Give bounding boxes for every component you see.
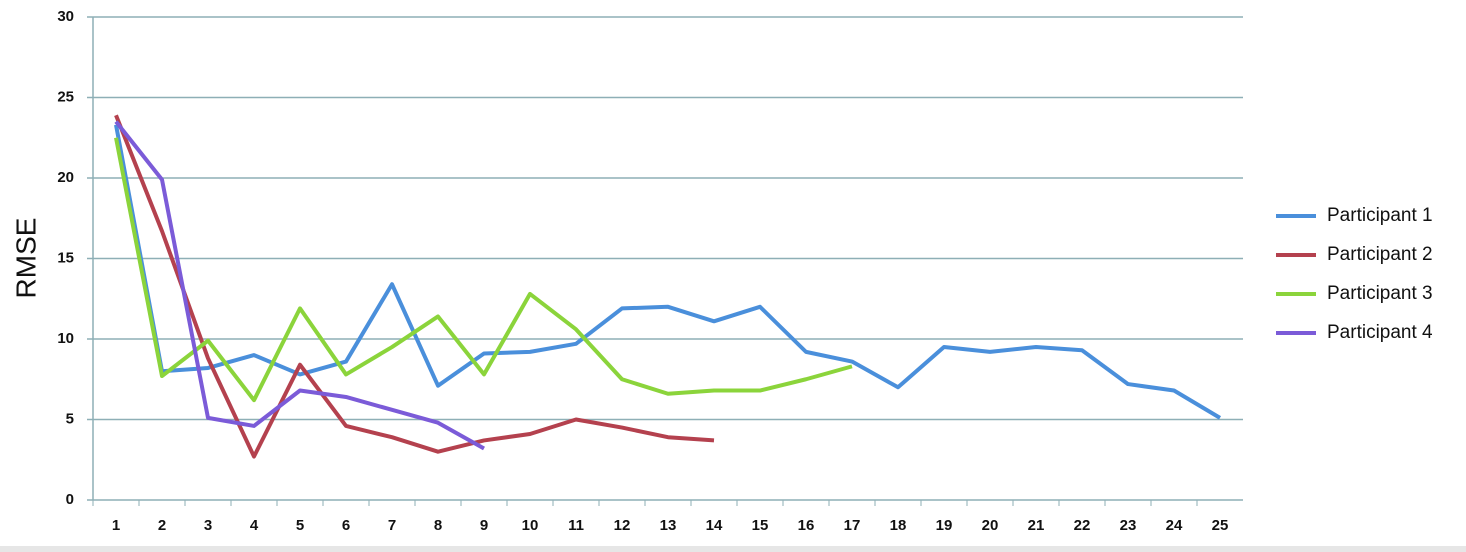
series-line [114, 120, 485, 451]
x-tick-label: 3 [204, 517, 212, 534]
x-tick-label: 1 [112, 517, 120, 534]
bottom-bar [0, 546, 1466, 552]
x-tick-label: 2 [158, 517, 166, 534]
y-tick-label: 5 [66, 410, 74, 427]
x-tick-label: 4 [250, 517, 259, 534]
y-axis-label: RMSE [10, 218, 41, 299]
x-tick-label: 6 [342, 517, 350, 534]
x-tick-label: 15 [752, 517, 769, 534]
y-tick-label: 20 [57, 169, 74, 186]
series-line [114, 137, 853, 403]
x-tick-label: 19 [936, 517, 953, 534]
x-tick-label: 25 [1212, 517, 1229, 534]
x-tick-label: 13 [660, 517, 677, 534]
x-tick-label: 16 [798, 517, 815, 534]
y-tick-label: 0 [66, 491, 74, 508]
legend-label: Participant 3 [1327, 283, 1433, 304]
x-tick-label: 12 [614, 517, 631, 534]
x-tick-label: 18 [890, 517, 907, 534]
legend-label: Participant 2 [1327, 244, 1433, 265]
x-tick-label: 24 [1166, 517, 1183, 534]
x-tick-label: 11 [568, 517, 584, 534]
y-tick-label: 15 [57, 249, 74, 266]
x-tick-label: 10 [522, 517, 539, 534]
y-tick-label: 25 [57, 88, 74, 105]
x-tick-label: 21 [1028, 517, 1045, 534]
x-tick-label: 5 [296, 517, 304, 534]
x-tick-label: 7 [388, 517, 396, 534]
x-tick-label: 22 [1074, 517, 1091, 534]
x-tick-label: 14 [706, 517, 723, 534]
y-tick-label: 30 [57, 8, 74, 25]
series-line [114, 124, 1222, 420]
legend-label: Participant 4 [1327, 322, 1433, 343]
series-line [114, 114, 715, 459]
x-tick-label: 20 [982, 517, 999, 534]
legend-label: Participant 1 [1327, 205, 1433, 226]
x-tick-label: 9 [480, 517, 488, 534]
y-tick-label: 10 [57, 330, 74, 347]
x-tick-label: 17 [844, 517, 861, 534]
x-tick-label: 23 [1120, 517, 1137, 534]
x-tick-label: 8 [434, 517, 442, 534]
